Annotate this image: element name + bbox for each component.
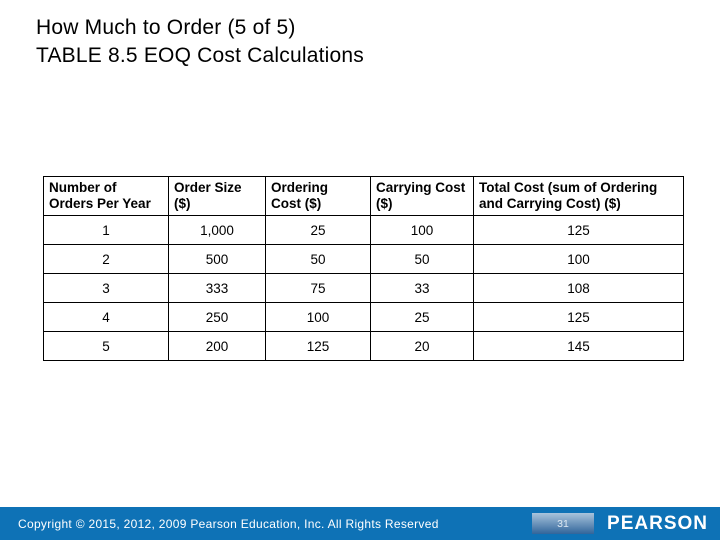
table-cell: 125 xyxy=(265,331,371,361)
title-line-1: How Much to Order (5 of 5) xyxy=(36,16,296,39)
table-cell: 1,000 xyxy=(168,215,266,245)
table-cell: 25 xyxy=(265,215,371,245)
slide-title: How Much to Order (5 of 5) TABLE 8.5 EOQ… xyxy=(36,14,364,70)
table-cell: 4 xyxy=(43,302,169,332)
table-cell: 50 xyxy=(265,244,371,274)
table-cell: 333 xyxy=(168,273,266,303)
table-cell: 200 xyxy=(168,331,266,361)
table-row: 1 1,000 25 100 125 xyxy=(43,215,684,245)
table-row: 5 200 125 20 145 xyxy=(43,331,684,361)
table-cell: 25 xyxy=(370,302,474,332)
page-number: 31 xyxy=(557,517,569,530)
table-row: 2 500 50 50 100 xyxy=(43,244,684,274)
footer-bar: Copyright © 2015, 2012, 2009 Pearson Edu… xyxy=(0,507,720,540)
table-cell: 33 xyxy=(370,273,474,303)
col-header-total-cost: Total Cost (sum of Ordering and Carrying… xyxy=(473,176,684,216)
table-cell: 20 xyxy=(370,331,474,361)
table-cell: 500 xyxy=(168,244,266,274)
col-header-ordering-cost: Ordering Cost ($) xyxy=(265,176,371,216)
copyright-text: Copyright © 2015, 2012, 2009 Pearson Edu… xyxy=(18,516,439,531)
table-cell: 5 xyxy=(43,331,169,361)
col-header-carrying-cost: Carrying Cost ($) xyxy=(370,176,474,216)
table-cell: 125 xyxy=(473,215,684,245)
table-cell: 3 xyxy=(43,273,169,303)
table-cell: 145 xyxy=(473,331,684,361)
eoq-cost-table: Number of Orders Per Year Order Size ($)… xyxy=(43,176,684,361)
table-cell: 50 xyxy=(370,244,474,274)
page-number-badge: 31 xyxy=(532,513,594,534)
title-line-2: TABLE 8.5 EOQ Cost Calculations xyxy=(36,44,364,67)
table-cell: 250 xyxy=(168,302,266,332)
table-cell: 125 xyxy=(473,302,684,332)
col-header-order-size: Order Size ($) xyxy=(168,176,266,216)
table-cell: 1 xyxy=(43,215,169,245)
col-header-orders-per-year: Number of Orders Per Year xyxy=(43,176,169,216)
table-header-row: Number of Orders Per Year Order Size ($)… xyxy=(43,176,684,216)
table-cell: 108 xyxy=(473,273,684,303)
table-cell: 75 xyxy=(265,273,371,303)
table-cell: 2 xyxy=(43,244,169,274)
table-cell: 100 xyxy=(370,215,474,245)
pearson-logo: PEARSON xyxy=(607,512,708,534)
table-cell: 100 xyxy=(265,302,371,332)
table-row: 4 250 100 25 125 xyxy=(43,302,684,332)
table-cell: 100 xyxy=(473,244,684,274)
table-row: 3 333 75 33 108 xyxy=(43,273,684,303)
